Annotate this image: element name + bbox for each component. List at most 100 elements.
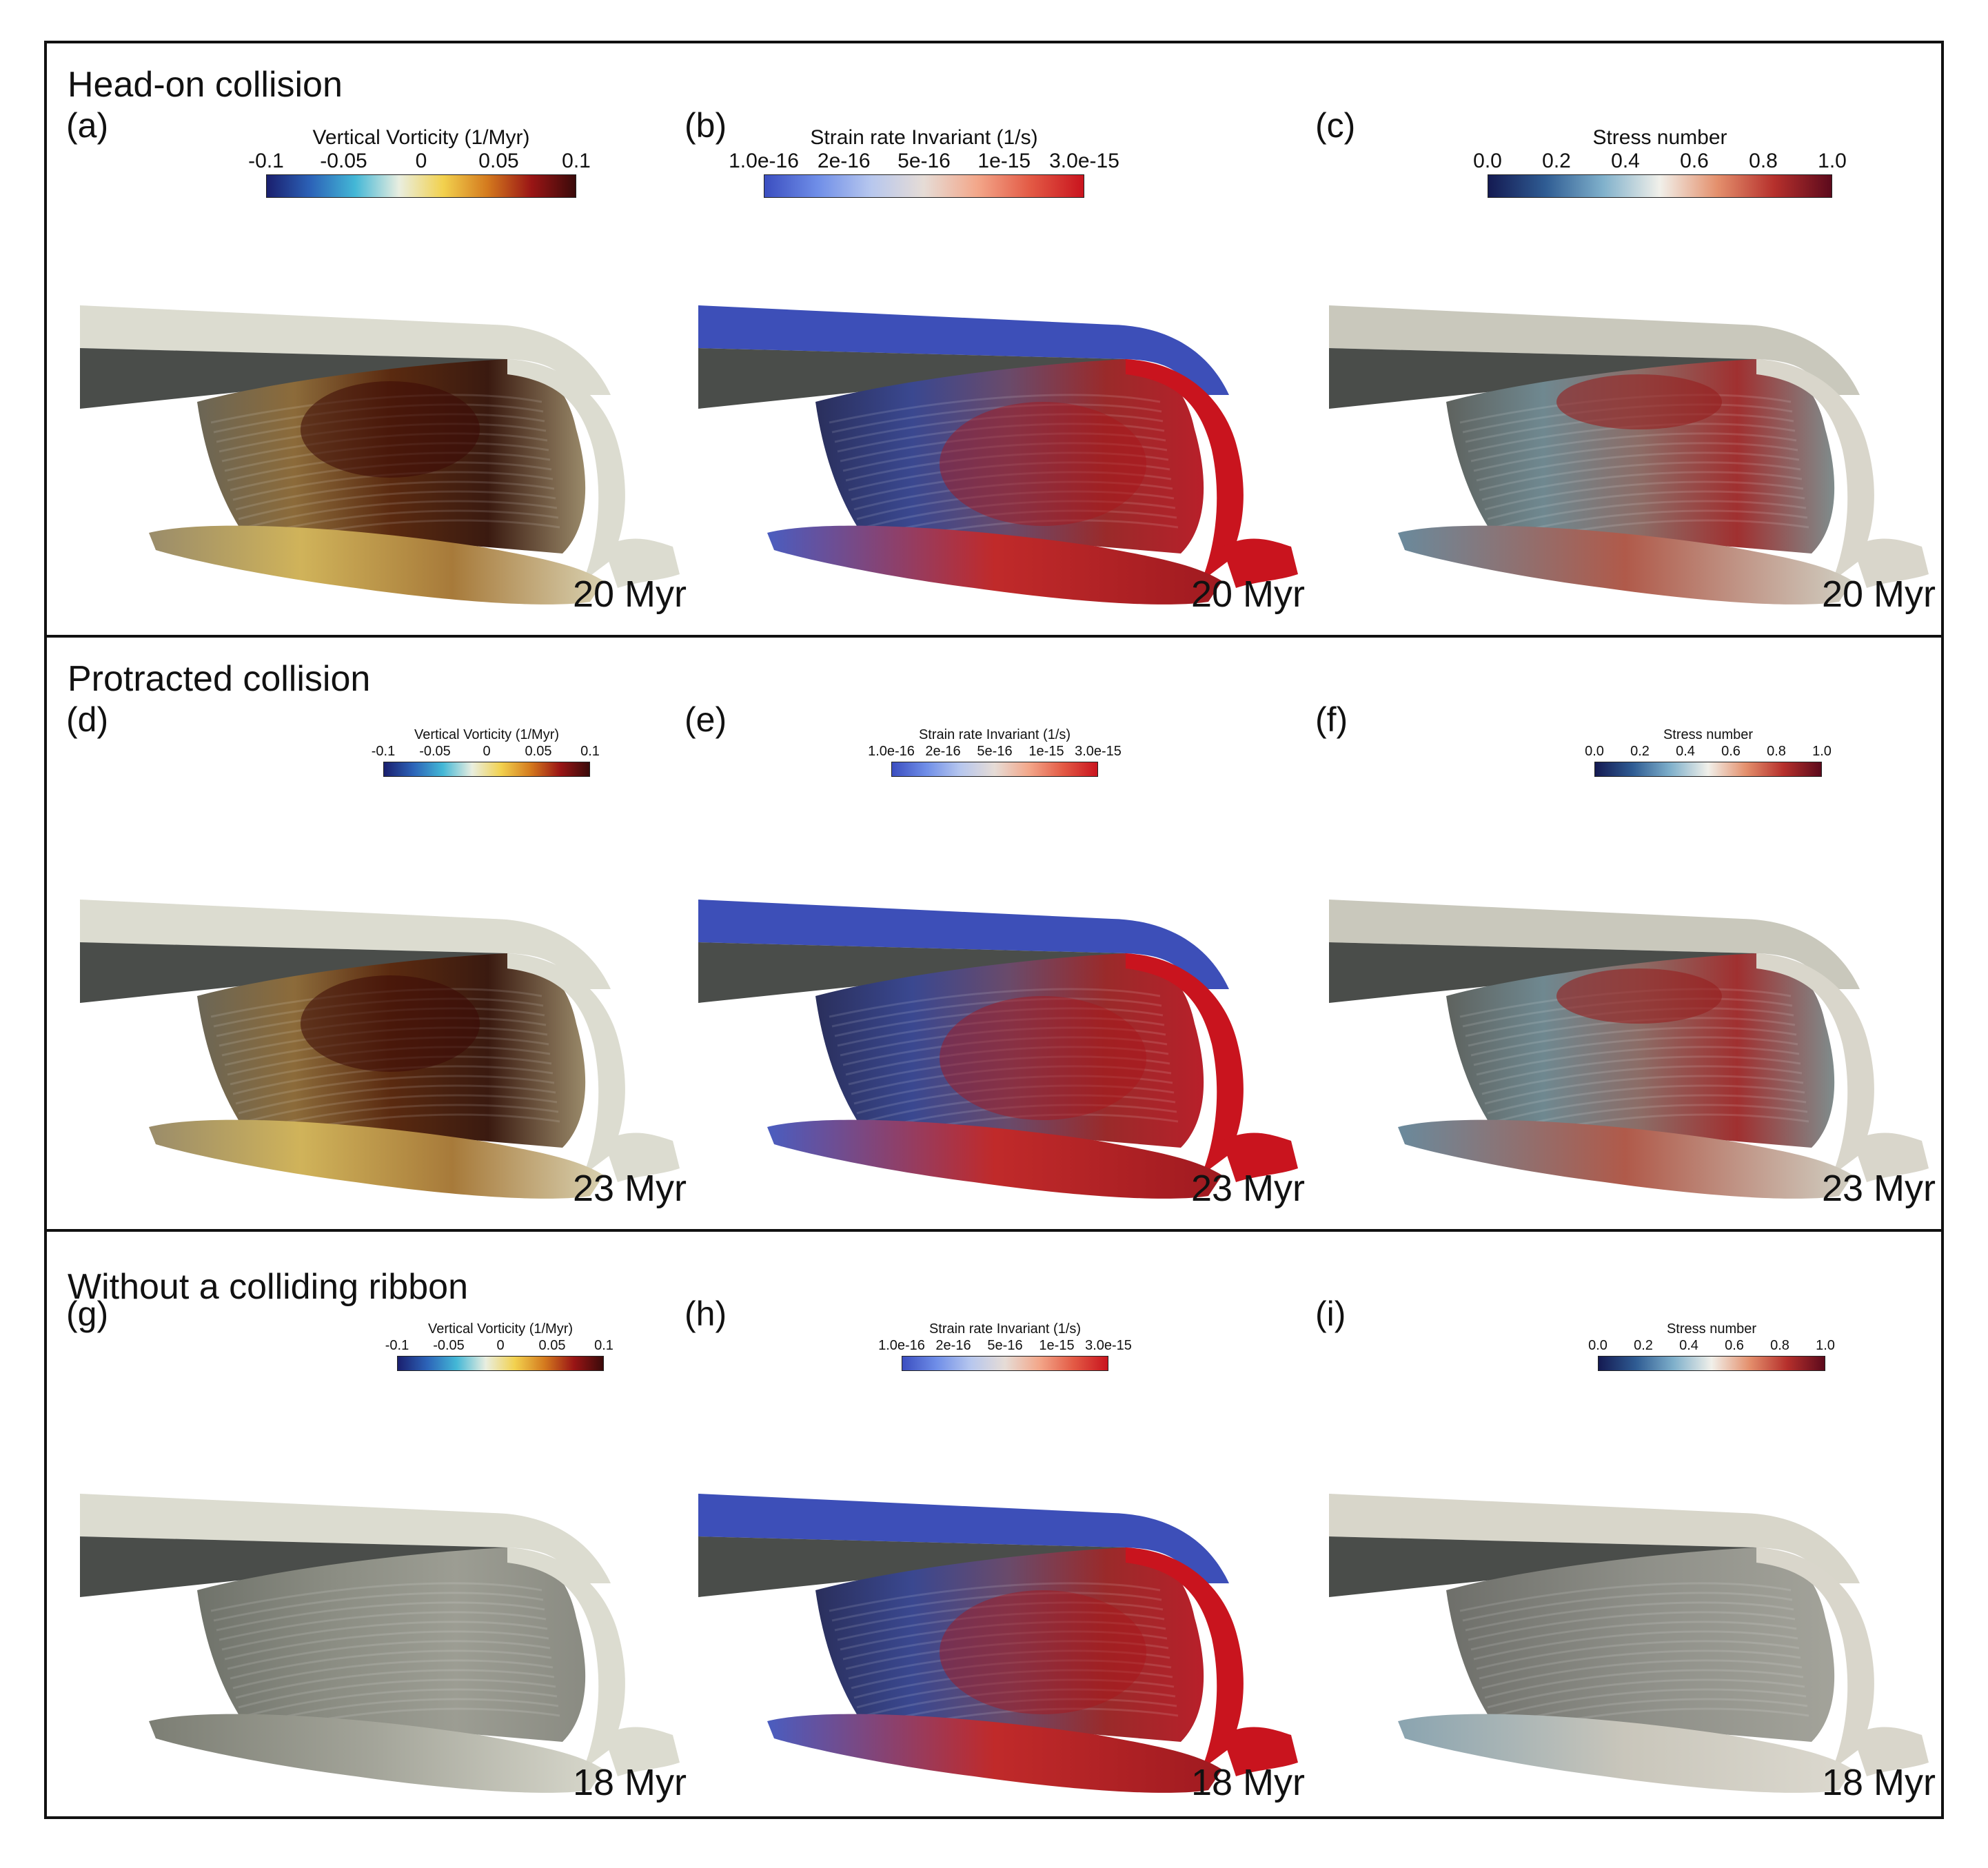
colorbar-title: Strain rate Invariant (1/s) bbox=[929, 1321, 1082, 1337]
colorbar-tick-label: 0.4 bbox=[1676, 744, 1695, 759]
trench-tail bbox=[604, 1727, 680, 1776]
time-label: 23 Myr bbox=[1190, 1168, 1305, 1209]
mesh-stripe bbox=[230, 1649, 552, 1680]
mesh-stripe bbox=[853, 1075, 1173, 1105]
mesh-stripe bbox=[831, 1592, 1162, 1622]
mesh-stripe bbox=[219, 1611, 547, 1641]
mesh-stripe bbox=[1476, 1046, 1800, 1076]
mesh-stripe bbox=[851, 1659, 1172, 1689]
colorbar-tick-label: 1e-15 bbox=[1028, 744, 1064, 759]
colorbar-tick-label: 0.6 bbox=[1721, 744, 1741, 759]
colorbar: Vertical Vorticity (1/Myr) -0.1 -0.05 0 0.05… bbox=[372, 727, 600, 784]
colorbar-tick-label: 0.05 bbox=[525, 744, 552, 759]
plate-side-face bbox=[1329, 942, 1756, 1003]
slab-model bbox=[698, 305, 1298, 605]
plate-side-face bbox=[80, 942, 507, 1003]
colorbar-tick-label: 0.1 bbox=[594, 1338, 613, 1353]
time-label: 18 Myr bbox=[1190, 1762, 1305, 1803]
mesh-stripe bbox=[1481, 1659, 1803, 1689]
slab-model bbox=[1329, 900, 1929, 1199]
row-protracted: Protracted collision (d) Vertical Vortici… bbox=[47, 638, 1941, 1232]
mesh-stripe bbox=[845, 1640, 1169, 1670]
mesh-stripe bbox=[837, 1611, 1165, 1641]
trench-tail bbox=[604, 1133, 680, 1182]
colorbar-tick-label: 1.0 bbox=[1818, 150, 1847, 172]
colorbar-tick-label: -0.05 bbox=[419, 744, 451, 759]
mesh-stripe bbox=[232, 1659, 554, 1689]
mesh-stripe bbox=[1473, 442, 1798, 472]
colorbar-title: Strain rate Invariant (1/s) bbox=[810, 126, 1038, 149]
mesh-stripe bbox=[842, 1036, 1168, 1066]
colorbar-ticks: 1.0e-16 2e-16 5e-16 1e-15 3.0e-15 bbox=[868, 744, 1122, 759]
colorbar-title: Vertical Vorticity (1/Myr) bbox=[427, 1321, 574, 1337]
colorbar-tick-label: 0.4 bbox=[1679, 1338, 1698, 1353]
trench-tail bbox=[604, 538, 680, 588]
colorbar-ticks: 0.0 0.2 0.4 0.6 0.8 1.0 bbox=[1473, 150, 1847, 172]
colorbar-ticks: -0.1 -0.05 0 0.05 0.1 bbox=[385, 1338, 613, 1353]
mesh-stripe bbox=[859, 1094, 1176, 1124]
colorbar-title: Stress number bbox=[1663, 727, 1754, 742]
mesh-stripe bbox=[859, 1688, 1176, 1718]
colorbar-gradient bbox=[383, 762, 590, 777]
mesh-stripe bbox=[853, 480, 1173, 511]
colorbar: Vertical Vorticity (1/Myr) -0.1 -0.05 0 0.05… bbox=[248, 126, 591, 205]
colorbar-tick-label: 0.1 bbox=[562, 150, 591, 172]
strain-anomaly bbox=[940, 402, 1146, 526]
colorbar-ticks: 0.0 0.2 0.4 0.6 0.8 1.0 bbox=[1585, 744, 1832, 759]
colorbar-tick-label: 1.0 bbox=[1812, 744, 1832, 759]
mesh-stripe bbox=[1487, 1084, 1805, 1115]
plate-side-face bbox=[1329, 1536, 1756, 1597]
colorbar-tick-label: 3.0e-15 bbox=[1075, 744, 1122, 759]
panel-label: (g) bbox=[66, 1295, 109, 1333]
mesh-stripe bbox=[834, 1601, 1164, 1632]
colorbar-title: Stress number bbox=[1666, 1321, 1757, 1337]
mesh-stripe bbox=[235, 480, 555, 511]
mesh-stripe bbox=[831, 403, 1162, 434]
trench-tail bbox=[1853, 1727, 1929, 1776]
colorbar: Vertical Vorticity (1/Myr) -0.1 -0.05 0 0.05… bbox=[385, 1321, 613, 1378]
panel-label: (a) bbox=[66, 106, 109, 145]
stress-anomaly bbox=[1556, 968, 1722, 1024]
colorbar-title: Vertical Vorticity (1/Myr) bbox=[414, 727, 560, 742]
colorbar-tick-label: -0.05 bbox=[433, 1338, 465, 1353]
colorbar-gradient bbox=[891, 762, 1098, 777]
stress-anomaly bbox=[1556, 374, 1722, 429]
panel-label: (h) bbox=[684, 1295, 727, 1333]
slab-hinge-rim bbox=[1126, 1547, 1244, 1769]
colorbar-tick-label: 0.8 bbox=[1770, 1338, 1789, 1353]
slab-hinge-rim bbox=[1756, 359, 1874, 581]
mesh-stripe bbox=[1487, 490, 1805, 520]
row-title: Without a colliding ribbon bbox=[68, 1267, 468, 1307]
slab-hinge-rim bbox=[1756, 953, 1874, 1175]
colorbar-tick-label: 0.6 bbox=[1680, 150, 1709, 172]
mesh-stripe bbox=[241, 1094, 558, 1124]
colorbar-ticks: -0.1 -0.05 0 0.05 0.1 bbox=[248, 150, 591, 172]
subducting-slab-interior bbox=[815, 1547, 1204, 1742]
mesh-stripe bbox=[845, 451, 1169, 482]
time-label: 20 Myr bbox=[1190, 573, 1305, 615]
slab-model bbox=[1329, 1494, 1929, 1793]
row-head-on: Head-on collision (a) Vertical Vorticity … bbox=[47, 43, 1941, 638]
colorbar-tick-label: 2e-16 bbox=[925, 744, 961, 759]
colorbar-tick-label: 0 bbox=[496, 1338, 505, 1353]
overriding-plate-surface bbox=[698, 305, 1229, 395]
lower-slab-tube bbox=[149, 1119, 604, 1199]
slab-hinge-rim bbox=[1756, 1547, 1874, 1769]
mesh-stripe bbox=[831, 997, 1162, 1028]
panel-a: (a) Vertical Vorticity (1/Myr) -0.1 -0.05 0 0… bbox=[66, 105, 687, 616]
colorbar-tick-label: 0.2 bbox=[1634, 1338, 1653, 1353]
colorbar-tick-label: 2e-16 bbox=[817, 150, 871, 172]
colorbar: Strain rate Invariant (1/s) 1.0e-16 2e-16 5… bbox=[878, 1321, 1132, 1378]
subducting-slab-interior bbox=[1446, 359, 1835, 554]
mesh-stripe bbox=[834, 1007, 1164, 1037]
colorbar-tick-label: -0.1 bbox=[371, 744, 396, 759]
mesh-stripe bbox=[213, 1592, 544, 1622]
panel-label: (b) bbox=[684, 106, 727, 145]
colorbar-tick-label: 5e-16 bbox=[977, 744, 1013, 759]
colorbar-gradient bbox=[1488, 174, 1832, 198]
panel-i: (i) Stress number 0.0 0.2 0.4 0.6 0.8 1.0 18 Myr bbox=[1315, 1294, 1936, 1804]
panel-b: (b) Strain rate Invariant (1/s) 1.0e-16 2e-… bbox=[684, 105, 1305, 616]
mesh-stripe bbox=[216, 1601, 545, 1632]
colorbar-tick-label: 0.0 bbox=[1473, 150, 1502, 172]
mesh-stripe bbox=[845, 1046, 1169, 1076]
